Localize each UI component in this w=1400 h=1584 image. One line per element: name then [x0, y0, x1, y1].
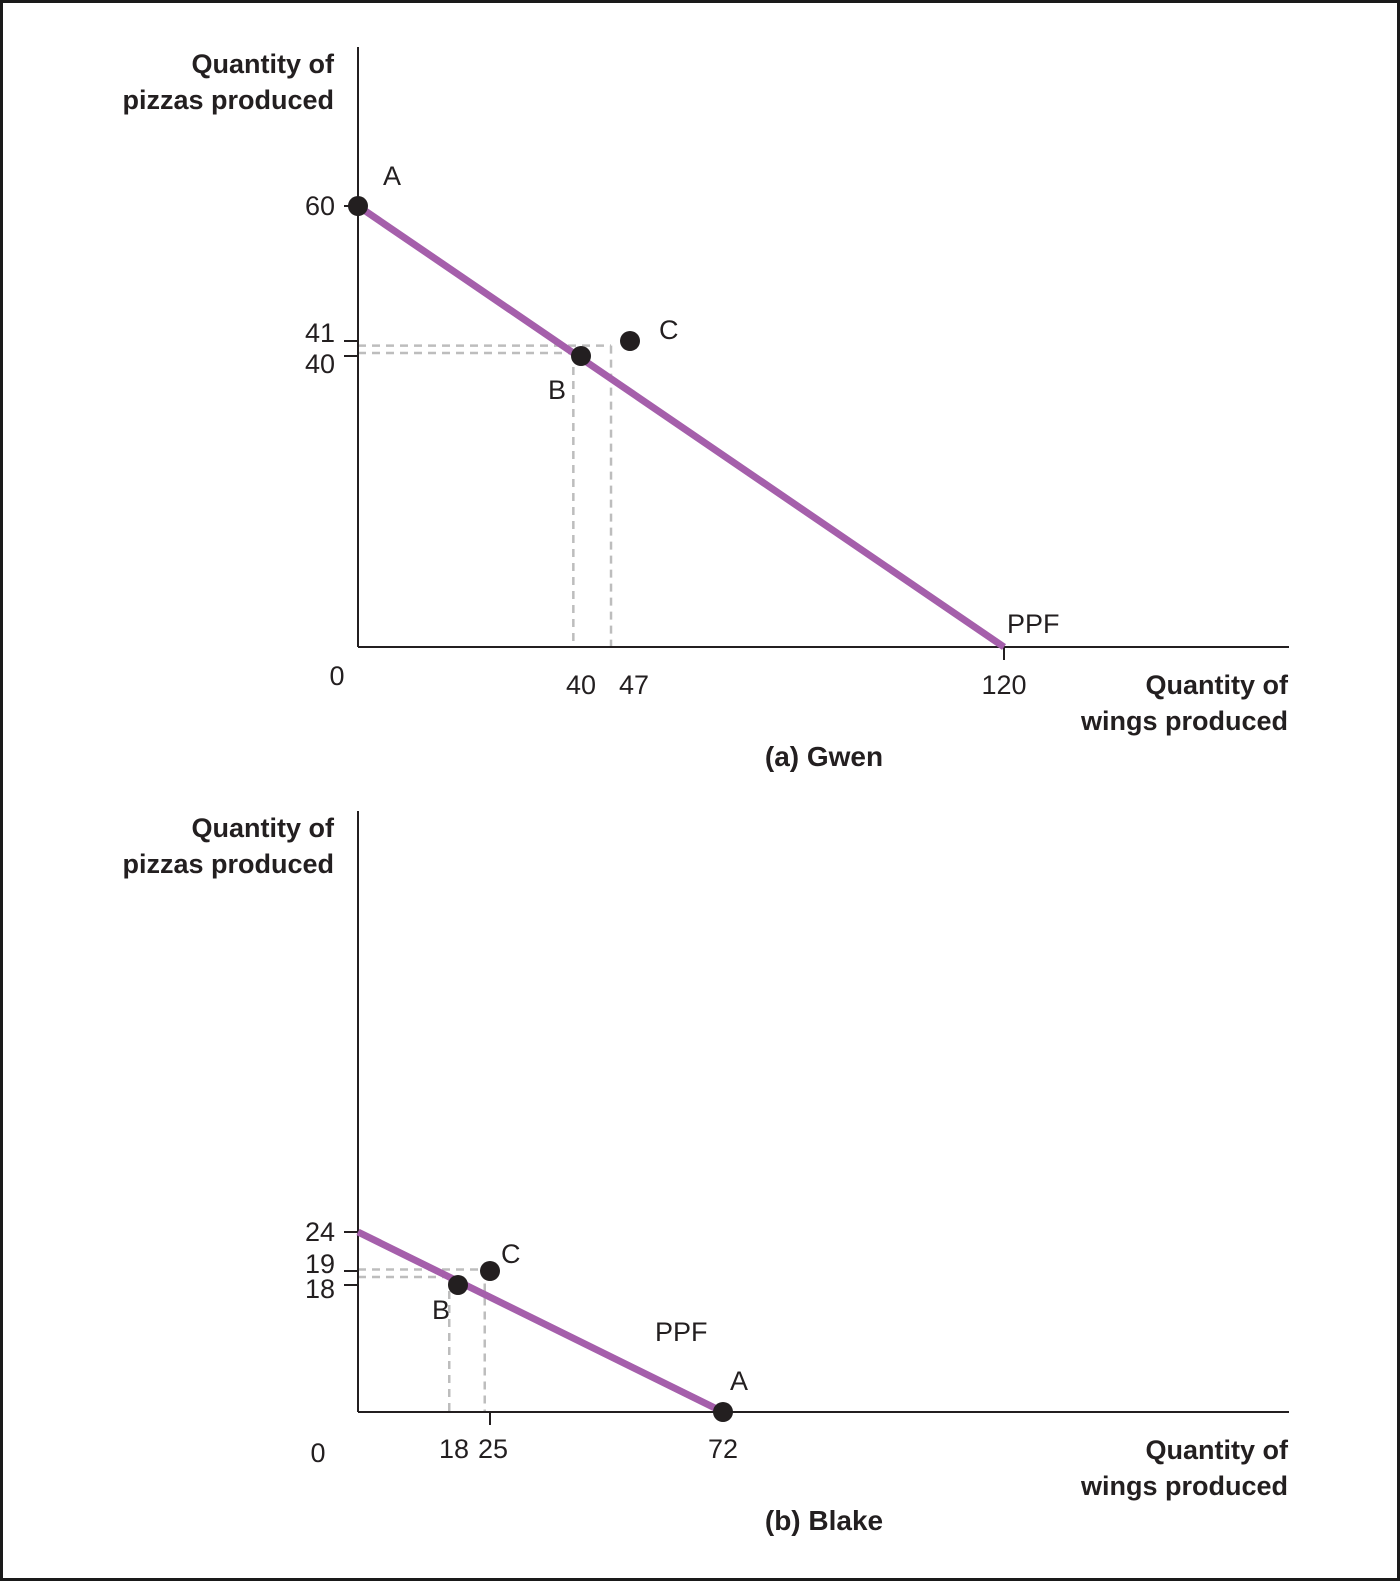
gwen-guide-lines: [358, 344, 613, 647]
blake-x-tick-label-72: 72: [708, 1434, 738, 1464]
gwen-x-tick-label-120: 120: [981, 670, 1026, 700]
gwen-point-b-label: B: [548, 375, 566, 405]
gwen-y-tick-label-41: 41: [305, 318, 335, 348]
blake-guide-lines: [358, 1268, 486, 1412]
blake-y-tick-label-24: 24: [305, 1217, 335, 1247]
gwen-y-axis-title-line2: pizzas produced: [122, 85, 334, 115]
gwen-x-tick-label-47: 47: [619, 670, 649, 700]
gwen-x-axis-title-line2: wings produced: [1080, 706, 1288, 736]
gwen-x-tick-label-40: 40: [566, 670, 596, 700]
blake-y-tick-label-19: 19: [305, 1249, 335, 1279]
blake-point-c-label: C: [501, 1239, 521, 1269]
gwen-origin-label: 0: [329, 661, 344, 691]
blake-point-a: [713, 1402, 733, 1422]
gwen-y-tick-label-60: 60: [305, 191, 335, 221]
gwen-x-axis-title-line1: Quantity of: [1146, 670, 1289, 700]
panel-blake: Quantity of pizzas produced A B C PPF 24…: [122, 811, 1289, 1536]
blake-x-axis-title-line2: wings produced: [1080, 1471, 1288, 1501]
blake-y-axis-title-line1: Quantity of: [192, 813, 335, 843]
blake-ppf-line: [356, 1228, 725, 1416]
gwen-y-axis-title-line1: Quantity of: [192, 49, 335, 79]
blake-point-c: [480, 1261, 500, 1281]
gwen-point-a-label: A: [383, 161, 401, 191]
gwen-y-tick-label-40: 40: [305, 349, 335, 379]
gwen-point-b: [571, 346, 591, 366]
blake-x-tick-label-18: 18: [439, 1434, 469, 1464]
blake-origin-label: 0: [310, 1438, 325, 1468]
blake-y-axis-title-line2: pizzas produced: [122, 849, 334, 879]
gwen-point-c-label: C: [659, 315, 679, 345]
blake-x-axis-title-line1: Quantity of: [1146, 1435, 1289, 1465]
ppf-figure: Quantity of pizzas produced A B C PPF 60…: [122, 47, 1289, 1536]
blake-point-b-label: B: [432, 1295, 450, 1325]
gwen-point-a: [348, 196, 368, 216]
blake-point-b: [448, 1275, 468, 1295]
gwen-ppf-line: [356, 203, 1006, 650]
gwen-panel-title: (a) Gwen: [765, 741, 883, 772]
panel-gwen: Quantity of pizzas produced A B C PPF 60…: [122, 47, 1289, 772]
gwen-point-c: [620, 331, 640, 351]
blake-panel-title: (b) Blake: [765, 1505, 883, 1536]
gwen-ppf-label: PPF: [1007, 609, 1060, 639]
blake-point-a-label: A: [730, 1366, 748, 1396]
blake-ppf-label: PPF: [655, 1317, 708, 1347]
blake-y-tick-label-18: 18: [305, 1274, 335, 1304]
blake-x-tick-label-25: 25: [478, 1434, 508, 1464]
